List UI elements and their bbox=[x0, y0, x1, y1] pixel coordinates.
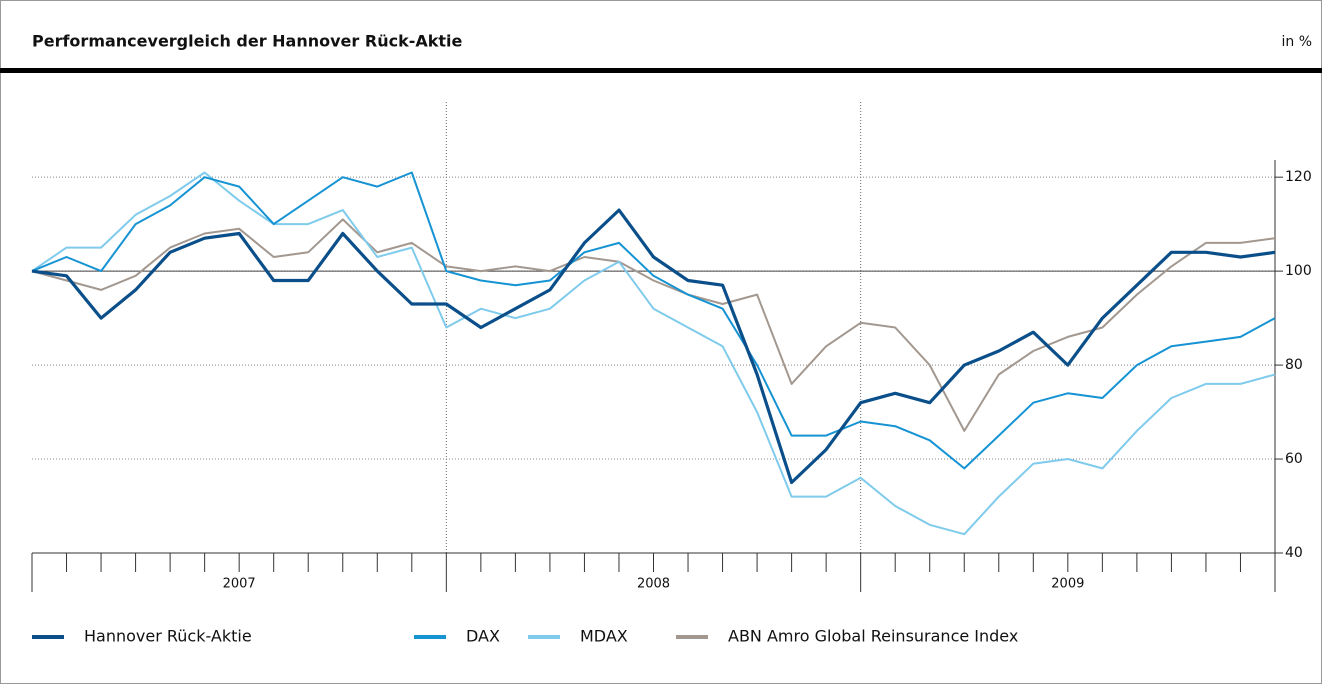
series-line bbox=[31, 171, 1276, 536]
legend-label: MDAX bbox=[580, 627, 628, 646]
series-line bbox=[31, 218, 1276, 432]
period-label: 2007 bbox=[223, 577, 256, 592]
chart-title: Performancevergleich der Hannover Rück-A… bbox=[32, 32, 463, 51]
unit-label: in % bbox=[1281, 34, 1312, 50]
period-label: 2009 bbox=[1051, 577, 1084, 592]
series-line bbox=[31, 208, 1276, 485]
y-tick-label: 80 bbox=[1285, 357, 1303, 373]
header-rule bbox=[0, 68, 1322, 73]
legend-label: ABN Amro Global Reinsurance Index bbox=[728, 627, 1018, 646]
y-tick-label: 100 bbox=[1285, 263, 1312, 279]
y-tick-label: 40 bbox=[1285, 545, 1303, 561]
y-tick-label: 120 bbox=[1285, 169, 1312, 185]
series-line bbox=[31, 171, 1276, 470]
y-tick-label: 60 bbox=[1285, 451, 1303, 467]
period-label: 2008 bbox=[637, 577, 670, 592]
legend-label: DAX bbox=[466, 627, 500, 646]
legend-label: Hannover Rück-Aktie bbox=[84, 627, 252, 646]
